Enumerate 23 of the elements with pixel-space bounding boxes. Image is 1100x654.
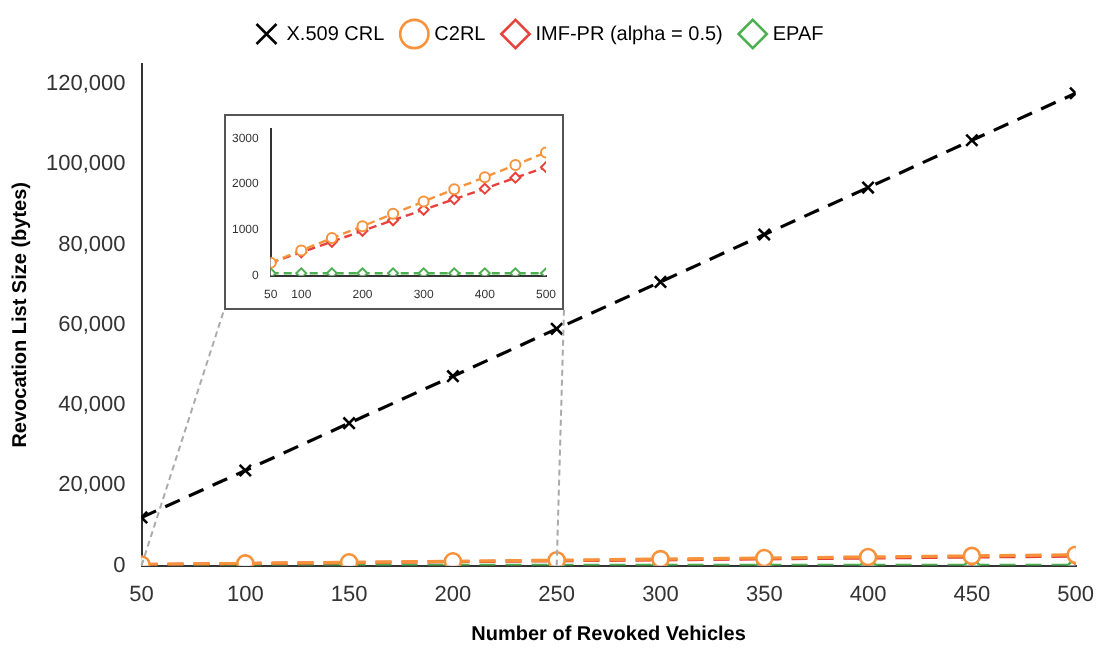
x-tick-label: 50	[129, 582, 154, 607]
y-axis-title: Revocation List Size (bytes)	[9, 181, 32, 448]
x-tick-label: 250	[538, 582, 576, 607]
x-tick-label: 150	[330, 582, 368, 607]
x-tick-label: 450	[953, 582, 991, 607]
x-tick-label: 100	[226, 582, 264, 607]
legend-label: EPAF	[772, 23, 824, 46]
y-tick-label: 40,000	[58, 393, 126, 418]
y-tick-label: 60,000	[58, 312, 126, 337]
x-tick-label: 400	[849, 582, 887, 607]
x-tick-label: 350	[745, 582, 783, 607]
legend-label: C2RL	[434, 23, 487, 46]
y-tick-label: 120,000	[45, 72, 126, 97]
y-tick-label: 0	[113, 553, 126, 578]
x-axis-title: Number of Revoked Vehicles	[471, 623, 747, 646]
x-tick-label: 500	[1057, 582, 1095, 607]
y-tick-label: 80,000	[58, 232, 126, 257]
x-tick-label: 300	[642, 582, 679, 607]
y-tick-label: 100,000	[45, 152, 126, 177]
legend-label: X.509 CRL	[286, 23, 386, 46]
x-tick-label: 200	[434, 582, 472, 607]
y-tick-label: 20,000	[58, 473, 126, 498]
legend-label: IMF-PR (alpha = 0.5)	[535, 23, 723, 46]
